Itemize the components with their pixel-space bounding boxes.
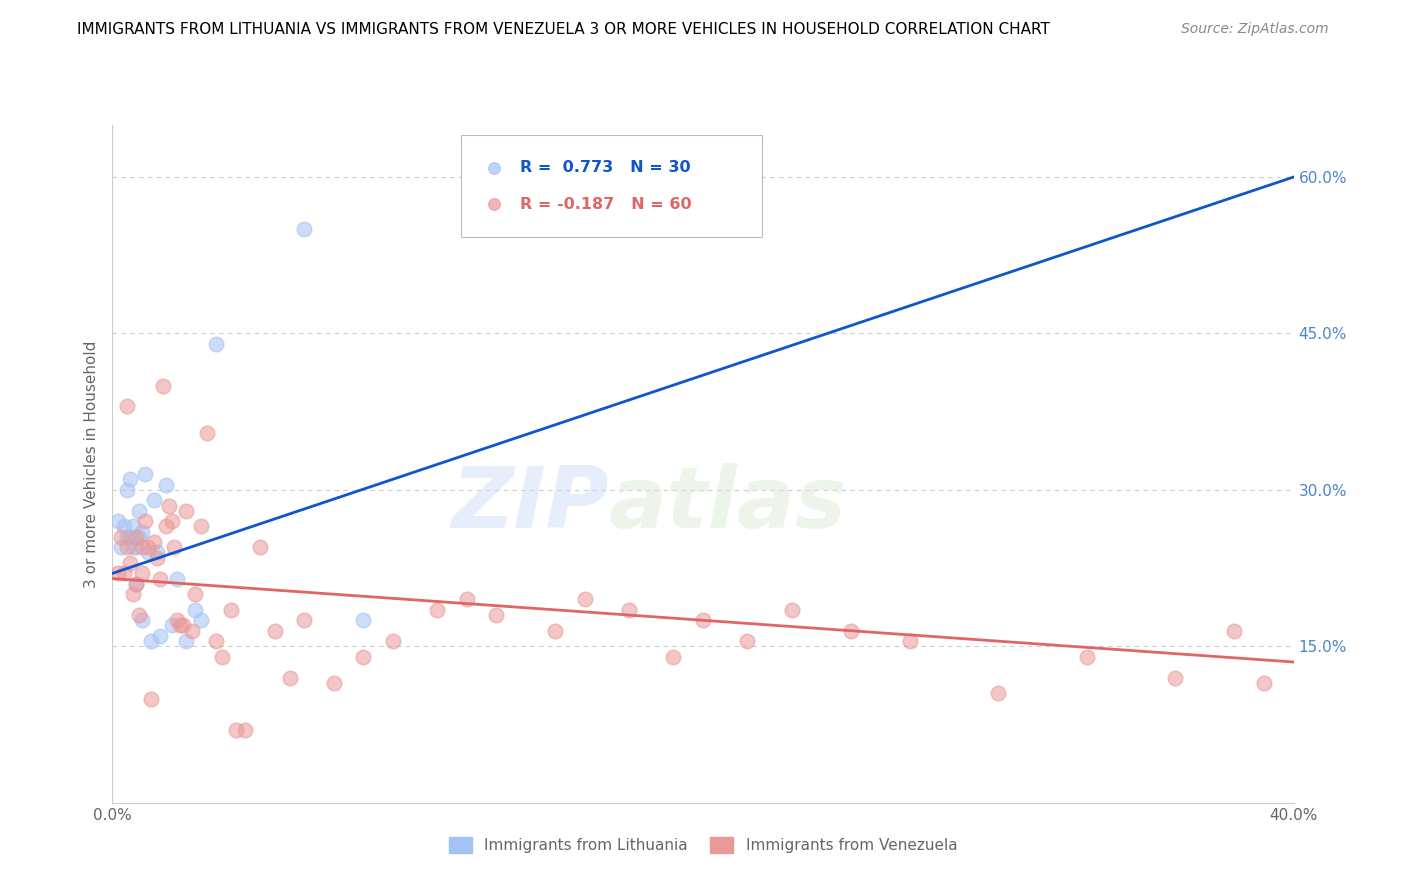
Point — [131, 613, 153, 627]
Point — [136, 545, 159, 559]
Point — [131, 524, 153, 539]
Point — [172, 618, 194, 632]
Point — [131, 541, 153, 555]
Point — [382, 634, 405, 648]
Point — [219, 603, 242, 617]
Point — [120, 530, 142, 544]
Point — [107, 566, 129, 581]
Text: atlas: atlas — [609, 463, 846, 546]
Point — [122, 587, 145, 601]
Point — [1223, 624, 1246, 638]
FancyBboxPatch shape — [461, 135, 762, 236]
Point — [128, 530, 150, 544]
Point — [131, 566, 153, 581]
Point — [211, 649, 233, 664]
Point — [662, 649, 685, 664]
Legend: Immigrants from Lithuania, Immigrants from Venezuela: Immigrants from Lithuania, Immigrants fr… — [443, 831, 963, 860]
Point — [117, 530, 138, 544]
Point — [233, 723, 256, 737]
Point — [352, 613, 374, 627]
Point — [574, 592, 596, 607]
Point — [110, 530, 132, 544]
Point — [839, 624, 862, 638]
Point — [152, 378, 174, 392]
Point — [1076, 649, 1098, 664]
Point — [136, 541, 159, 555]
Point — [166, 613, 188, 627]
Point — [120, 473, 142, 487]
Point — [125, 530, 148, 544]
Point — [544, 624, 567, 638]
Point — [174, 504, 197, 518]
Point — [112, 519, 135, 533]
Point — [619, 603, 641, 617]
Point — [190, 519, 212, 533]
Point — [128, 504, 150, 518]
Point — [987, 686, 1010, 700]
Point — [146, 545, 169, 559]
Point — [780, 603, 803, 617]
Point — [122, 519, 145, 533]
Point — [163, 541, 186, 555]
Point — [181, 624, 204, 638]
Point — [155, 477, 177, 491]
Point — [166, 572, 188, 586]
Point — [1253, 676, 1275, 690]
Point — [456, 592, 478, 607]
Text: Source: ZipAtlas.com: Source: ZipAtlas.com — [1181, 22, 1329, 37]
Point — [264, 624, 287, 638]
Point — [139, 634, 162, 648]
Point — [134, 467, 156, 482]
Point — [352, 649, 374, 664]
Point — [485, 608, 508, 623]
Point — [142, 493, 165, 508]
Point — [117, 483, 138, 497]
Text: ZIP: ZIP — [451, 463, 609, 546]
Point — [737, 634, 759, 648]
Text: R =  0.773   N = 30: R = 0.773 N = 30 — [520, 160, 690, 175]
Point — [426, 603, 449, 617]
Point — [169, 618, 191, 632]
Point — [125, 576, 148, 591]
Point — [292, 222, 315, 236]
Point — [110, 541, 132, 555]
Text: R = -0.187   N = 60: R = -0.187 N = 60 — [520, 197, 692, 211]
Point — [139, 691, 162, 706]
Point — [146, 550, 169, 565]
Point — [155, 519, 177, 533]
Point — [692, 613, 714, 627]
Point — [323, 676, 346, 690]
Point — [122, 541, 145, 555]
Point — [174, 634, 197, 648]
Point — [190, 613, 212, 627]
Point — [125, 541, 148, 555]
Point — [112, 566, 135, 581]
Point — [120, 556, 142, 570]
Point — [157, 499, 180, 513]
Point — [205, 337, 228, 351]
Point — [184, 587, 207, 601]
Point — [1164, 671, 1187, 685]
Point — [134, 514, 156, 528]
Point — [142, 535, 165, 549]
Point — [107, 514, 129, 528]
Point — [149, 572, 172, 586]
Point — [117, 541, 138, 555]
Point — [117, 400, 138, 414]
Point — [249, 541, 271, 555]
Point — [128, 608, 150, 623]
Point — [898, 634, 921, 648]
Point — [160, 618, 183, 632]
Y-axis label: 3 or more Vehicles in Household: 3 or more Vehicles in Household — [84, 340, 100, 588]
Point — [278, 671, 301, 685]
Point — [205, 634, 228, 648]
Point — [292, 613, 315, 627]
Point — [195, 425, 218, 440]
Point — [125, 576, 148, 591]
Point — [149, 629, 172, 643]
Text: IMMIGRANTS FROM LITHUANIA VS IMMIGRANTS FROM VENEZUELA 3 OR MORE VEHICLES IN HOU: IMMIGRANTS FROM LITHUANIA VS IMMIGRANTS … — [77, 22, 1050, 37]
Point — [184, 603, 207, 617]
Point — [225, 723, 247, 737]
Point — [160, 514, 183, 528]
